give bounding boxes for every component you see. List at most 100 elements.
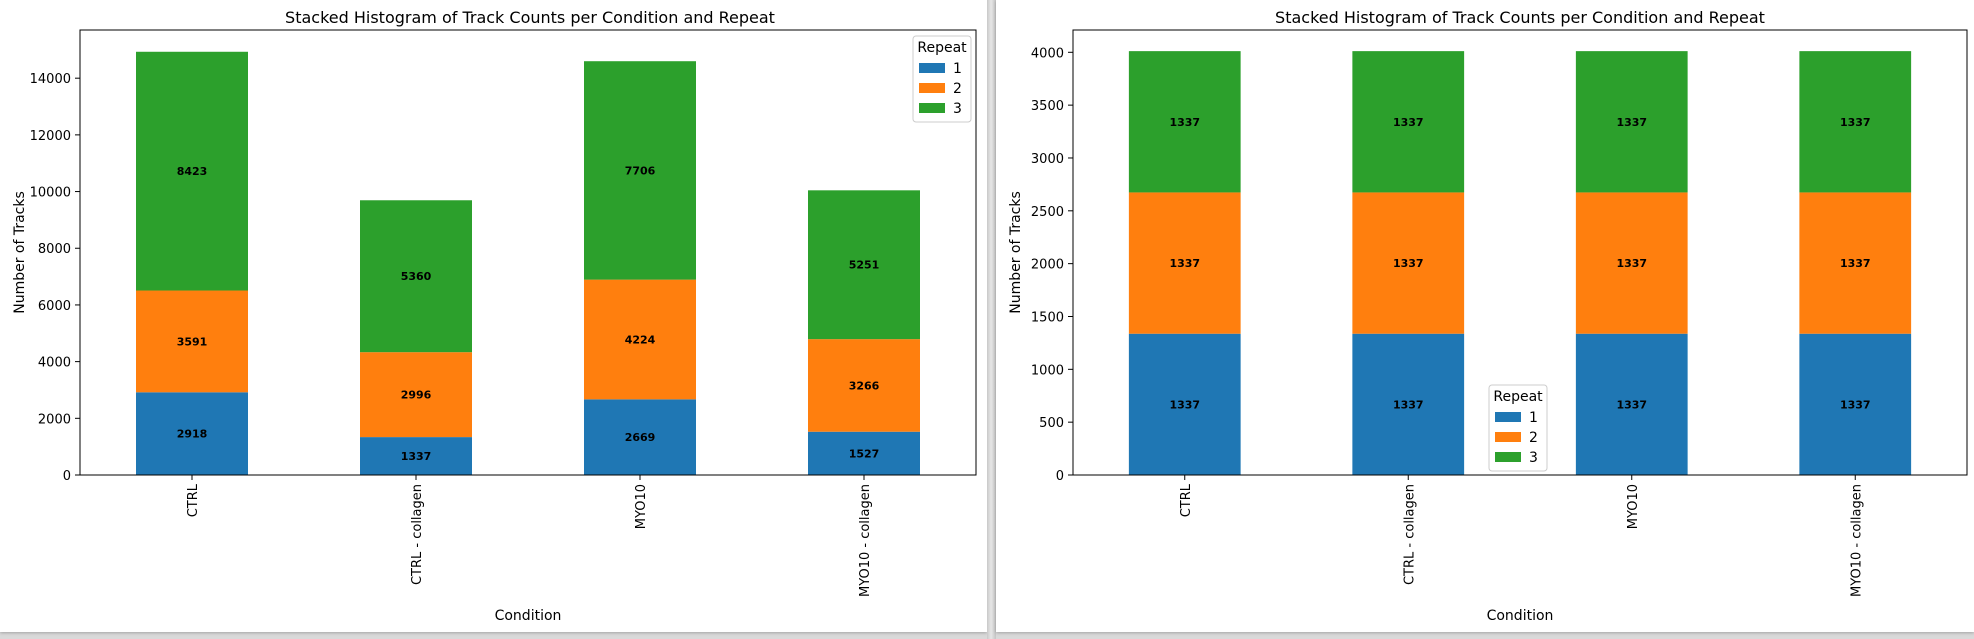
bar-segment: [1799, 192, 1912, 334]
x-tick-label: MYO10: [634, 484, 649, 529]
bar-segment: [1128, 51, 1241, 193]
legend-entry: 2: [953, 81, 962, 97]
data-label: 1337: [1393, 398, 1424, 411]
legend-swatch: [919, 83, 945, 93]
bar-segment: [136, 392, 248, 475]
bar-segment: [808, 431, 920, 475]
y-tick-label: 1000: [1031, 363, 1064, 378]
legend-swatch: [1495, 432, 1521, 442]
stacked-bar-chart-left: Stacked Histogram of Track Counts per Co…: [12, 8, 977, 624]
data-label: 2918: [177, 428, 208, 441]
y-tick-label: 8000: [38, 242, 71, 257]
data-label: 1337: [1616, 398, 1647, 411]
bar-segment: [136, 290, 248, 393]
stacked-bar-chart-right: Stacked Histogram of Track Counts per Co…: [1008, 8, 1968, 624]
chart-panel-right: Stacked Histogram of Track Counts per Co…: [996, 0, 1974, 632]
legend-swatch: [1495, 452, 1521, 462]
y-tick-label: 0: [1056, 469, 1064, 484]
data-label: 5251: [849, 259, 880, 272]
bar-segment: [1575, 192, 1688, 334]
x-axis-label: Condition: [495, 608, 562, 624]
legend-entry: 2: [1529, 430, 1538, 446]
legend-entry: 3: [953, 101, 962, 117]
bar-segment: [1128, 333, 1241, 475]
legend-entry: 3: [1529, 450, 1538, 466]
y-tick-label: 12000: [30, 129, 71, 144]
data-label: 1337: [1840, 398, 1871, 411]
y-tick-label: 2500: [1031, 205, 1064, 220]
data-label: 1337: [1169, 116, 1200, 129]
data-label: 1337: [1840, 116, 1871, 129]
y-tick-label: 4000: [38, 356, 71, 371]
data-label: 4224: [625, 333, 656, 346]
x-axis-label: Condition: [1487, 608, 1554, 624]
data-label: 1337: [1393, 116, 1424, 129]
legend-entry: 1: [953, 61, 962, 77]
data-label: 2669: [625, 431, 656, 444]
bar-segment: [1575, 51, 1688, 193]
data-label: 1527: [849, 447, 880, 460]
data-label: 3591: [177, 335, 208, 348]
bar-segment: [1575, 333, 1688, 475]
data-label: 2996: [401, 389, 432, 402]
bar-segment: [360, 200, 472, 353]
y-tick-label: 0: [63, 469, 71, 484]
x-tick-label: CTRL - collagen: [1402, 484, 1417, 585]
data-label: 1337: [1616, 116, 1647, 129]
y-axis-label: Number of Tracks: [1008, 191, 1024, 314]
y-tick-label: 3500: [1031, 99, 1064, 114]
y-tick-label: 6000: [38, 299, 71, 314]
chart-title: Stacked Histogram of Track Counts per Co…: [1275, 8, 1765, 27]
bar-segment: [1352, 51, 1465, 193]
legend-box: [1488, 384, 1548, 472]
x-tick-label: MYO10 - collagen: [858, 484, 873, 597]
bar-segment: [808, 190, 920, 340]
data-label: 5360: [401, 270, 432, 283]
y-tick-label: 2000: [38, 412, 71, 427]
legend-swatch: [919, 103, 945, 113]
data-label: 1337: [1393, 257, 1424, 270]
bar-segment: [1799, 333, 1912, 475]
legend-title: Repeat: [1493, 389, 1543, 405]
chart-title: Stacked Histogram of Track Counts per Co…: [285, 8, 775, 27]
data-label: 1337: [1616, 257, 1647, 270]
y-axis-label: Number of Tracks: [12, 191, 28, 314]
y-tick-label: 500: [1039, 416, 1064, 431]
panel-divider[interactable]: [987, 0, 996, 639]
legend-swatch: [919, 63, 945, 73]
bar-segment: [1799, 51, 1912, 193]
bar-segment: [360, 352, 472, 438]
bar-segment: [360, 437, 472, 475]
x-tick-label: CTRL: [1179, 483, 1194, 517]
x-tick-label: CTRL - collagen: [410, 484, 425, 585]
data-label: 8423: [177, 165, 208, 178]
bar-segment: [584, 61, 696, 280]
bar-segment: [1352, 192, 1465, 334]
y-tick-label: 2000: [1031, 258, 1064, 273]
data-label: 1337: [1840, 257, 1871, 270]
legend-swatch: [1495, 412, 1521, 422]
x-tick-label: MYO10: [1626, 484, 1641, 529]
y-tick-label: 1500: [1031, 310, 1064, 325]
chart-panel-left: Stacked Histogram of Track Counts per Co…: [0, 0, 987, 632]
bar-segment: [1352, 333, 1465, 475]
legend-title: Repeat: [917, 40, 967, 56]
data-label: 1337: [401, 450, 432, 463]
data-label: 1337: [1169, 257, 1200, 270]
data-label: 1337: [1169, 398, 1200, 411]
bar-segment: [584, 279, 696, 400]
y-tick-label: 3000: [1031, 152, 1064, 167]
data-label: 3266: [849, 379, 880, 392]
x-tick-label: CTRL: [186, 483, 201, 517]
bar-segment: [584, 399, 696, 475]
x-tick-label: MYO10 - collagen: [1849, 484, 1864, 597]
plot-frame: [1072, 29, 1968, 476]
y-tick-label: 14000: [30, 72, 71, 87]
plot-frame: [79, 29, 977, 476]
legend-entry: 1: [1529, 410, 1538, 426]
bar-segment: [808, 339, 920, 432]
data-label: 7706: [625, 164, 656, 177]
y-tick-label: 4000: [1031, 46, 1064, 61]
bar-segment: [136, 51, 248, 291]
y-tick-label: 10000: [30, 186, 71, 201]
